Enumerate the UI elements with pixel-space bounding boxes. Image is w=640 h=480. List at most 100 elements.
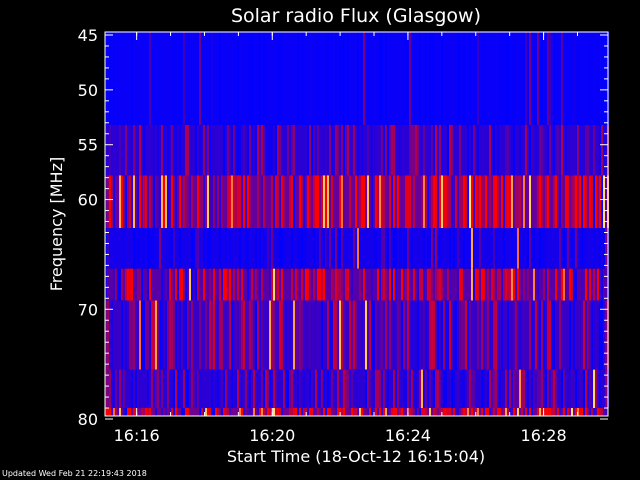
spectrogram-column: [509, 175, 511, 229]
spectrogram-column: [495, 175, 497, 229]
spectrogram-column: [517, 369, 519, 409]
spectrogram-column: [603, 408, 605, 416]
spectrogram-column: [561, 369, 563, 409]
spectrogram-column: [279, 32, 281, 125]
spectrogram-column: [317, 175, 319, 229]
spectrogram-column: [331, 32, 333, 125]
spectrogram-column: [159, 228, 161, 269]
spectrogram-column: [423, 369, 425, 409]
spectrogram-column: [229, 268, 231, 301]
spectrogram-column: [249, 369, 251, 409]
spectrogram-column: [211, 300, 213, 370]
spectrogram-column: [333, 300, 335, 370]
spectrogram-column: [387, 369, 389, 409]
spectrogram-column: [581, 408, 583, 416]
spectrogram-column: [505, 300, 507, 370]
spectrogram-column: [477, 175, 479, 229]
spectrogram-column: [455, 300, 457, 370]
spectrogram-column: [409, 124, 411, 176]
spectrogram-column: [175, 408, 177, 416]
spectrogram-column: [135, 228, 137, 269]
spectrogram-column: [317, 369, 319, 409]
spectrogram-column: [295, 124, 297, 176]
spectrogram-column: [423, 175, 425, 229]
spectrogram-column: [331, 300, 333, 370]
spectrogram-column: [385, 268, 387, 301]
spectrogram-column: [147, 228, 149, 269]
spectrogram-column: [217, 408, 219, 416]
spectrogram-column: [457, 228, 459, 269]
spectrogram-column: [135, 408, 137, 416]
spectrogram-column: [183, 268, 185, 301]
spectrogram-column: [285, 300, 287, 370]
spectrogram-column: [395, 408, 397, 416]
spectrogram-column: [361, 124, 363, 176]
spectrogram-column: [341, 268, 343, 301]
spectrogram-column: [481, 175, 483, 229]
spectrogram-column: [189, 175, 191, 229]
spectrogram-column: [475, 268, 477, 301]
spectrogram-column: [247, 228, 249, 269]
spectrogram-column: [197, 228, 199, 269]
spectrogram-column: [553, 124, 555, 176]
spectrogram-column: [211, 369, 213, 409]
spectrogram-column: [337, 268, 339, 301]
spectrogram-column: [441, 268, 443, 301]
spectrogram-column: [583, 369, 585, 409]
y-tick-label: 70: [78, 300, 98, 319]
x-axis-label: Start Time (18-Oct-12 16:15:04): [227, 447, 485, 466]
spectrogram-column: [237, 268, 239, 301]
spectrogram-column: [471, 268, 473, 301]
spectrogram-column: [203, 124, 205, 176]
spectrogram-column: [409, 408, 411, 416]
spectrogram-column: [187, 369, 189, 409]
spectrogram-column: [355, 408, 357, 416]
spectrogram-column: [221, 408, 223, 416]
spectrogram-column: [447, 175, 449, 229]
spectrogram-column: [373, 300, 375, 370]
spectrogram-column: [471, 369, 473, 409]
spectrogram-column: [139, 300, 141, 370]
spectrogram-column: [207, 228, 209, 269]
spectrogram-column: [605, 300, 607, 370]
spectrogram-column: [269, 268, 271, 301]
spectrogram-column: [185, 268, 187, 301]
spectrogram-column: [403, 228, 405, 269]
spectrogram-column: [205, 300, 207, 370]
spectrogram-column: [433, 175, 435, 229]
spectrogram-column: [587, 32, 589, 125]
spectrogram-column: [317, 32, 319, 125]
spectrogram-column: [221, 369, 223, 409]
spectrogram-column: [495, 300, 497, 370]
spectrogram-column: [423, 300, 425, 370]
spectrogram-column: [591, 32, 593, 125]
spectrogram-column: [377, 175, 379, 229]
spectrogram-column: [397, 228, 399, 269]
spectrogram-column: [379, 32, 381, 125]
spectrogram-column: [149, 300, 151, 370]
spectrogram-column: [199, 124, 201, 176]
spectrogram-column: [451, 175, 453, 229]
spectrogram-column: [289, 300, 291, 370]
spectrogram-column: [493, 369, 495, 409]
spectrogram-column: [399, 124, 401, 176]
spectrogram-column: [411, 300, 413, 370]
spectrogram-column: [203, 228, 205, 269]
spectrogram-column: [267, 124, 269, 176]
spectrogram-column: [163, 228, 165, 269]
spectrogram-column: [369, 369, 371, 409]
spectrogram-column: [427, 228, 429, 269]
spectrogram-column: [429, 32, 431, 125]
spectrogram-column: [337, 124, 339, 176]
spectrogram-column: [175, 300, 177, 370]
spectrogram-column: [511, 268, 513, 301]
spectrogram-column: [125, 175, 127, 229]
spectrogram-column: [501, 300, 503, 370]
spectrogram-column: [583, 175, 585, 229]
spectrogram-column: [559, 228, 561, 269]
spectrogram-column: [219, 32, 221, 125]
spectrogram-column: [195, 228, 197, 269]
spectrogram-column: [367, 175, 369, 229]
spectrogram-column: [193, 369, 195, 409]
